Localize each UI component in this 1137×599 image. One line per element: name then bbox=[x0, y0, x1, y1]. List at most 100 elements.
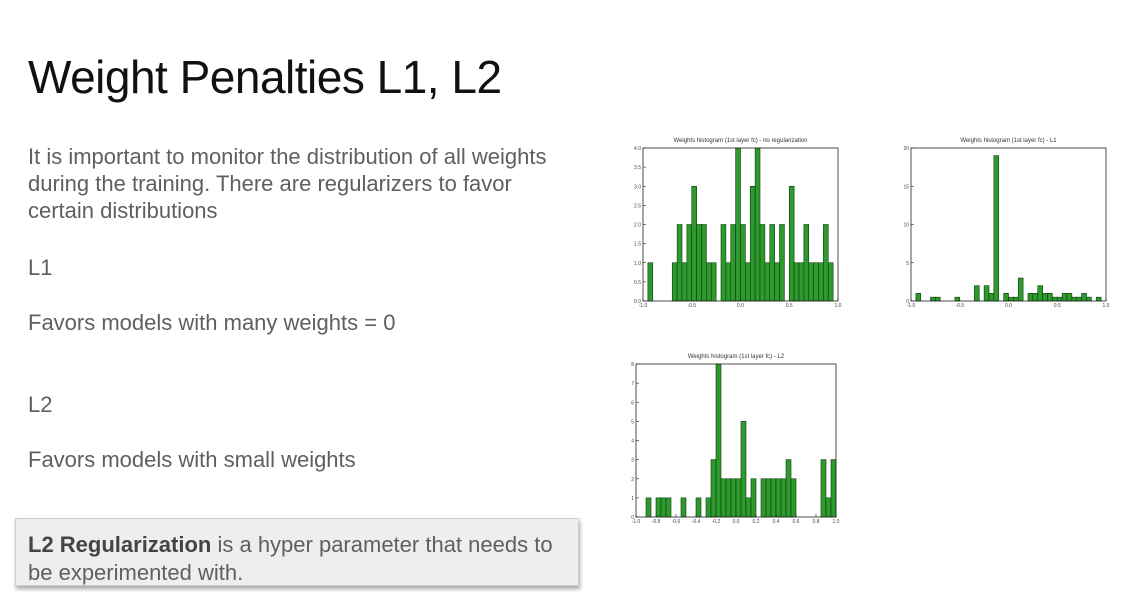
y-tick-label: 7 bbox=[631, 381, 634, 387]
y-tick-label: 5 bbox=[631, 419, 634, 425]
histogram-bar bbox=[1081, 293, 1087, 302]
y-tick-label: 1.0 bbox=[634, 261, 641, 267]
histogram-bar bbox=[798, 262, 805, 302]
histogram-bar bbox=[993, 155, 1000, 302]
histogram-bar bbox=[930, 296, 936, 302]
histogram-bar bbox=[676, 224, 683, 302]
x-tick-label: -0.6 bbox=[672, 519, 681, 525]
histogram-bar bbox=[671, 262, 678, 302]
histogram-bar bbox=[725, 478, 732, 518]
histogram-bar bbox=[735, 147, 741, 302]
histogram-bar bbox=[830, 459, 837, 518]
histogram-bar bbox=[645, 497, 652, 518]
histogram-bar bbox=[915, 293, 922, 302]
histogram-bar bbox=[1027, 293, 1034, 302]
x-tick-label: 0.0 bbox=[1005, 303, 1012, 309]
histogram-bar bbox=[765, 478, 772, 518]
y-tick-label: 10 bbox=[903, 223, 909, 229]
histogram-bar bbox=[954, 296, 961, 302]
y-tick-label: 6 bbox=[631, 400, 634, 406]
l1-heading: L1 bbox=[28, 255, 53, 280]
x-tick-label: -1.0 bbox=[907, 303, 916, 309]
histogram-bar bbox=[1047, 293, 1053, 302]
x-tick-label: -0.5 bbox=[955, 303, 964, 309]
x-tick-label: 0.5 bbox=[786, 303, 793, 309]
histogram-bar bbox=[774, 262, 780, 302]
x-tick-label: 0.5 bbox=[1054, 303, 1061, 309]
y-tick-label: 0 bbox=[631, 515, 634, 521]
histogram-bar bbox=[988, 293, 995, 302]
histogram-bar bbox=[1056, 296, 1063, 302]
histogram-bar bbox=[775, 478, 782, 518]
x-tick-label: 1.0 bbox=[835, 303, 842, 309]
y-tick-label: 4 bbox=[631, 439, 634, 445]
histogram-bar bbox=[735, 478, 742, 518]
callout-bold: L2 Regularization bbox=[28, 532, 212, 557]
histogram-bar bbox=[759, 224, 766, 302]
histogram-bar bbox=[770, 478, 777, 518]
histogram-bar bbox=[1013, 296, 1019, 302]
intro-paragraph: It is important to monitor the distribut… bbox=[28, 144, 547, 223]
callout-rest: is a hyper parameter that needs to be ex… bbox=[28, 532, 553, 585]
histogram-bar bbox=[754, 147, 761, 302]
y-tick-label: 3 bbox=[631, 458, 634, 464]
l2-description: Favors models with small weights bbox=[28, 447, 356, 472]
plot-frame bbox=[910, 147, 1107, 302]
y-tick-label: 2 bbox=[631, 477, 634, 483]
histogram-bar bbox=[1017, 277, 1024, 302]
histogram-no-regularization: Weights histogram (1st layer fc) - no re… bbox=[634, 138, 842, 309]
histogram-bar bbox=[825, 497, 832, 518]
chart-title: Weights histogram (1st layer fc) - L2 bbox=[688, 354, 785, 360]
y-tick-label: 3.0 bbox=[634, 184, 641, 190]
histogram-bar bbox=[785, 459, 792, 518]
histogram-bar bbox=[745, 497, 752, 518]
histogram-bar bbox=[710, 262, 717, 302]
histogram-bar bbox=[827, 262, 834, 302]
y-tick-label: 15 bbox=[903, 184, 909, 190]
histogram-bar bbox=[1071, 296, 1078, 302]
histogram-bar bbox=[740, 421, 747, 518]
histogram-bar bbox=[790, 478, 797, 518]
histogram-bar bbox=[647, 262, 654, 302]
histogram-l1: Weights histogram (1st layer fc) - L1 -1.… bbox=[903, 138, 1109, 309]
histogram-bar bbox=[818, 262, 824, 302]
histogram-bar bbox=[793, 262, 800, 302]
chart-title: Weights histogram (1st layer fc) - no re… bbox=[674, 138, 808, 144]
histogram-bar bbox=[730, 478, 737, 518]
chart-title: Weights histogram (1st layer fc) - L1 bbox=[960, 138, 1057, 144]
y-tick-label: 0.5 bbox=[634, 280, 641, 286]
histogram-bar bbox=[1037, 285, 1043, 302]
histogram-bar bbox=[665, 497, 672, 518]
histogram-bar bbox=[701, 224, 707, 302]
histogram-bar bbox=[750, 478, 757, 518]
x-tick-label: 0.4 bbox=[773, 519, 780, 525]
histogram-bar bbox=[715, 363, 722, 518]
histogram-bar bbox=[1061, 293, 1068, 302]
y-tick-label: 20 bbox=[903, 146, 909, 152]
histogram-bar bbox=[813, 262, 819, 302]
page-title: Weight Penalties L1, L2 bbox=[28, 51, 502, 103]
x-tick-label: 0.0 bbox=[737, 303, 744, 309]
histogram-bar bbox=[710, 459, 717, 518]
histogram-bar bbox=[720, 224, 727, 302]
histogram-bar bbox=[1095, 296, 1102, 302]
x-tick-label: -0.2 bbox=[712, 519, 721, 525]
histogram-bar bbox=[764, 262, 771, 302]
histogram-bar bbox=[1086, 296, 1092, 302]
x-tick-label: 0.2 bbox=[753, 519, 760, 525]
histogram-bar bbox=[680, 497, 687, 518]
histogram-bar bbox=[974, 285, 980, 302]
histogram-bar bbox=[749, 185, 756, 302]
histogram-bar bbox=[983, 285, 990, 302]
histogram-bar bbox=[823, 224, 829, 302]
histogram-bar bbox=[740, 224, 746, 302]
histogram-bar bbox=[745, 262, 751, 302]
histogram-bar bbox=[681, 262, 688, 302]
histogram-bar bbox=[780, 478, 787, 518]
y-tick-label: 0.0 bbox=[634, 299, 641, 305]
histogram-l2: Weights histogram (1st layer fc) - L2 -1.… bbox=[631, 354, 839, 525]
histogram-bar bbox=[695, 497, 702, 518]
histogram-bar bbox=[1003, 293, 1009, 302]
histogram-bar bbox=[788, 185, 795, 302]
histogram-bar bbox=[706, 262, 712, 302]
